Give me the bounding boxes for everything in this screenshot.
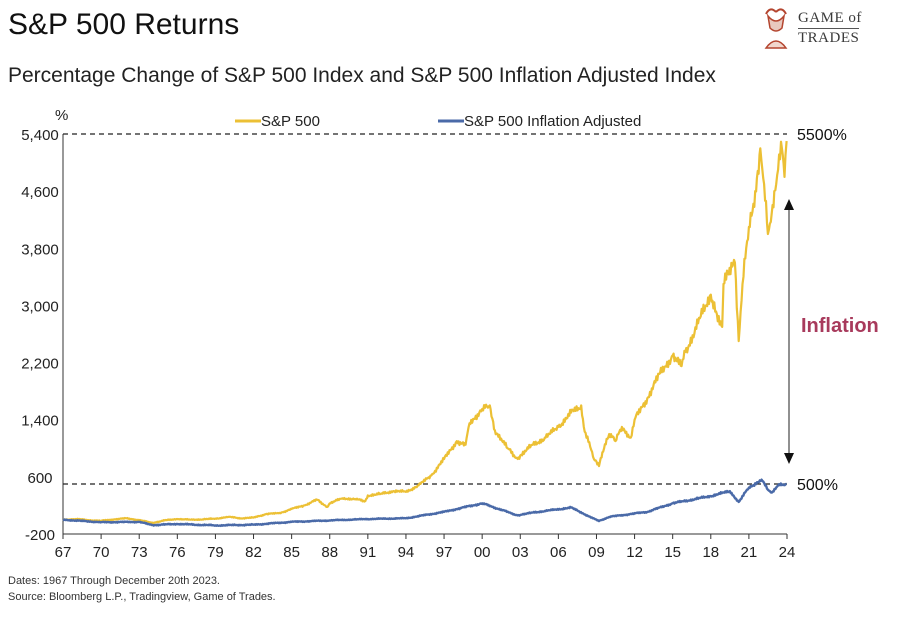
- x-tick-label: 12: [626, 544, 643, 561]
- y-tick-label: 4,600: [21, 184, 59, 201]
- y-tick-label: 3,800: [21, 241, 59, 258]
- legend-label: S&P 500 Inflation Adjusted: [464, 113, 641, 130]
- logo-line-2: TRADES: [798, 28, 860, 46]
- labels-layer: % 5,400 4,600 3,800 3,000 2,200 1,400 600 -20067…: [21, 107, 879, 561]
- x-tick-label: 06: [550, 544, 567, 561]
- x-tick-label: 73: [131, 544, 148, 561]
- annotation-5500: 5500%: [797, 127, 847, 144]
- x-tick-label: 21: [741, 544, 758, 561]
- x-tick-label: 76: [169, 544, 186, 561]
- x-tick-label: 97: [436, 544, 453, 561]
- legend-label: S&P 500: [261, 113, 320, 130]
- x-tick-label: 85: [283, 544, 300, 561]
- y-tick-label: 2,200: [21, 356, 59, 373]
- annotation-500: 500%: [797, 477, 838, 494]
- chart-subtitle: Percentage Change of S&P 500 Index and S…: [8, 64, 716, 87]
- y-axis-label: %: [55, 107, 68, 124]
- x-tick-label: 18: [702, 544, 719, 561]
- y-tick-label: -200: [25, 527, 55, 544]
- y-tick-label: 1,400: [21, 413, 59, 430]
- series-layer: [62, 140, 788, 528]
- y-tick-label: 5,400: [21, 127, 59, 144]
- x-tick-label: 09: [588, 544, 605, 561]
- x-tick-label: 91: [359, 544, 376, 561]
- series-line-inflation-adjusted: [62, 478, 787, 528]
- x-tick-label: 88: [321, 544, 338, 561]
- bull-logo-icon: [764, 8, 788, 49]
- y-tick-label: 3,000: [21, 298, 59, 315]
- series-line-sp500: [62, 140, 788, 525]
- x-tick-label: 67: [55, 544, 72, 561]
- x-tick-label: 94: [398, 544, 415, 561]
- footnote-source: Source: Bloomberg L.P., Tradingview, Gam…: [8, 591, 276, 603]
- x-tick-label: 79: [207, 544, 224, 561]
- arrow-down-icon: [784, 453, 794, 464]
- x-tick-label: 03: [512, 544, 529, 561]
- logo-line-1: GAME of: [798, 10, 862, 26]
- x-tick-label: 15: [664, 544, 681, 561]
- x-tick-label: 24: [779, 544, 796, 561]
- axes-layer: [62, 133, 788, 539]
- footnote-dates: Dates: 1967 Through December 20th 2023.: [8, 575, 220, 587]
- arrow-up-icon: [784, 199, 794, 210]
- x-tick-label: 70: [93, 544, 110, 561]
- y-tick-label: 600: [27, 470, 52, 487]
- chart-title: S&P 500 Returns: [8, 8, 240, 41]
- inflation-label: Inflation: [801, 315, 879, 337]
- x-tick-label: 82: [245, 544, 262, 561]
- x-tick-label: 00: [474, 544, 491, 561]
